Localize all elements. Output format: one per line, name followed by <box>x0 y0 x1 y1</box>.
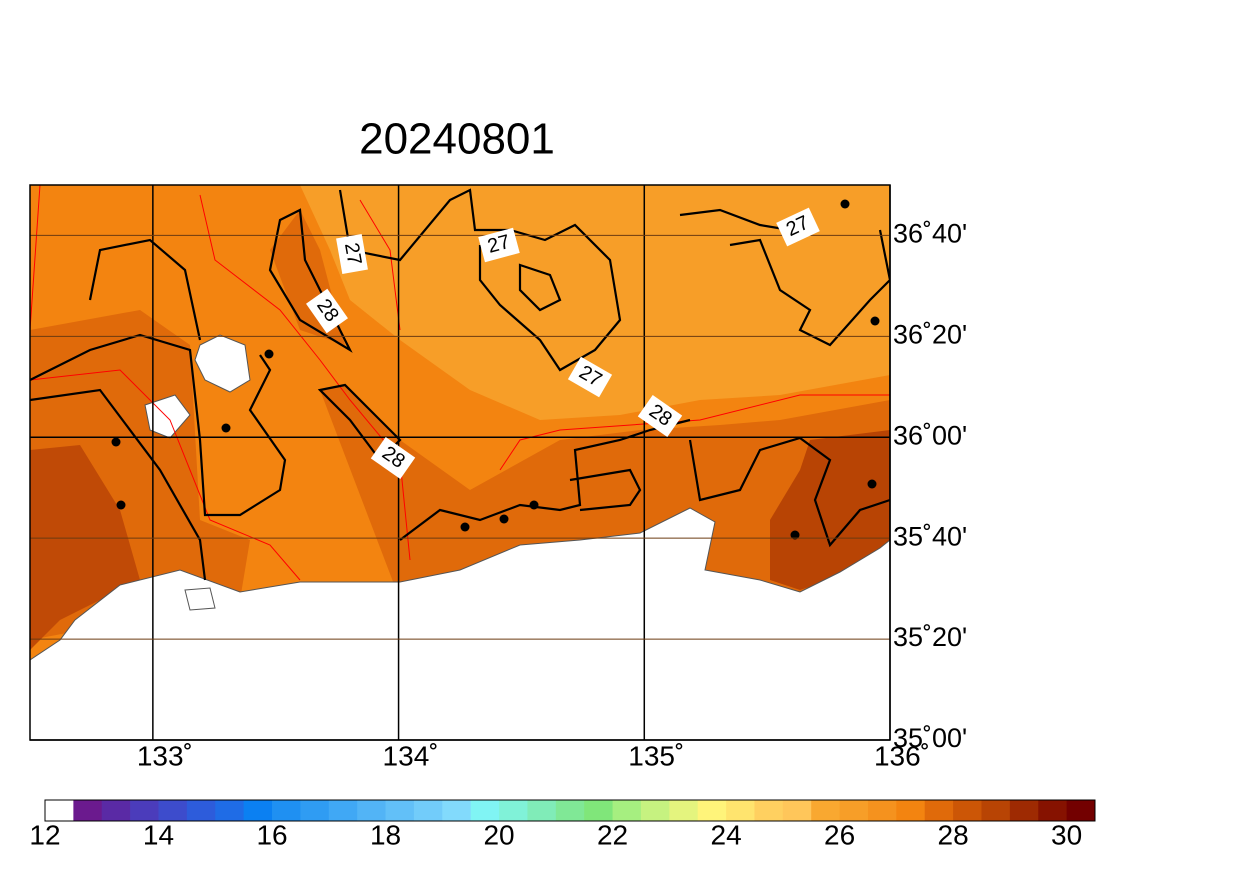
colorbar-frame <box>44 799 1096 822</box>
colorbar-label: 26 <box>824 819 855 850</box>
lat-tick-label: 35˚00' <box>893 723 967 753</box>
colorbar-box <box>811 800 841 821</box>
colorbar-box <box>300 800 330 821</box>
lat-tick-label: 35˚40' <box>893 521 967 551</box>
lat-tick-label: 36˚00' <box>893 420 967 450</box>
colorbar-box <box>186 800 216 821</box>
colorbar-label: 18 <box>370 819 401 850</box>
land <box>30 507 890 740</box>
colorbar-box <box>45 800 74 821</box>
colorbar-box <box>555 800 585 821</box>
colorbar-box <box>73 800 103 821</box>
colorbar-box <box>470 800 500 821</box>
colorbar-label: 14 <box>143 819 174 850</box>
colorbar-box <box>328 800 358 821</box>
colorbar-box <box>101 800 131 821</box>
colorbar-box <box>243 800 273 821</box>
colorbar-box <box>527 800 557 821</box>
colorbar-box <box>839 800 869 821</box>
graticule: 133˚ 134˚ 135˚ 136˚35˚00' 35˚20' 35˚40' 36˚00'… <box>30 185 967 771</box>
colorbar-label: 24 <box>711 819 742 850</box>
lon-tick-label: 134˚ <box>383 740 439 771</box>
stations <box>111 199 880 540</box>
colorbar-box <box>499 800 528 821</box>
lon-tick-label: 133˚ <box>137 740 193 771</box>
colorbar-box <box>867 800 897 821</box>
colorbar-box <box>896 800 926 821</box>
colorbar-box <box>924 800 954 821</box>
colorbar-box <box>612 800 642 821</box>
lat-tick-label: 36˚20' <box>893 319 967 349</box>
colorbar-box <box>669 800 699 821</box>
colorbar-box <box>697 800 727 821</box>
colorbar-box <box>413 800 443 821</box>
colorbar-box <box>215 800 245 821</box>
colorbar-box <box>584 800 614 821</box>
island <box>184 587 216 611</box>
sst-region <box>320 385 890 600</box>
colorbar-box <box>130 800 160 821</box>
lat-tick-label: 36˚40' <box>893 219 967 249</box>
colorbar-label: 30 <box>1051 819 1082 850</box>
colorbar-box <box>158 800 188 821</box>
colorbar-box <box>385 800 415 821</box>
lon-tick-label: 135˚ <box>628 740 684 771</box>
map-title: 20240801 <box>359 115 555 164</box>
map-field <box>30 185 890 740</box>
colorbar: 12 14 16 18 20 22 24 26 28 30 <box>29 799 1096 850</box>
isotherms <box>30 188 890 581</box>
colorbar-label: 28 <box>938 819 969 850</box>
colorbar-box <box>1038 800 1068 821</box>
colorbar-label: 20 <box>483 819 514 850</box>
map-frame <box>29 184 891 741</box>
lon-tick-label: 136˚ <box>874 740 930 771</box>
colorbar-box <box>1009 800 1039 821</box>
sst-region <box>30 445 140 650</box>
colorbar-box <box>726 800 755 821</box>
colorbar-box <box>981 800 1011 821</box>
colorbar-box <box>442 800 472 821</box>
sst-region <box>770 430 890 590</box>
colorbar-box <box>782 800 812 821</box>
colorbar-label: 16 <box>256 819 287 850</box>
colorbar-box <box>1066 800 1096 821</box>
colorbar-box <box>357 800 387 821</box>
colorbar-label: 22 <box>597 819 628 850</box>
colorbar-box <box>754 800 784 821</box>
colorbar-box <box>640 800 670 821</box>
colorbar-box <box>953 800 982 821</box>
colorbar-box <box>272 800 301 821</box>
colorbar-label: 12 <box>29 819 60 850</box>
lat-tick-label: 35˚20' <box>893 622 967 652</box>
contour-label: 27 <box>340 241 366 267</box>
